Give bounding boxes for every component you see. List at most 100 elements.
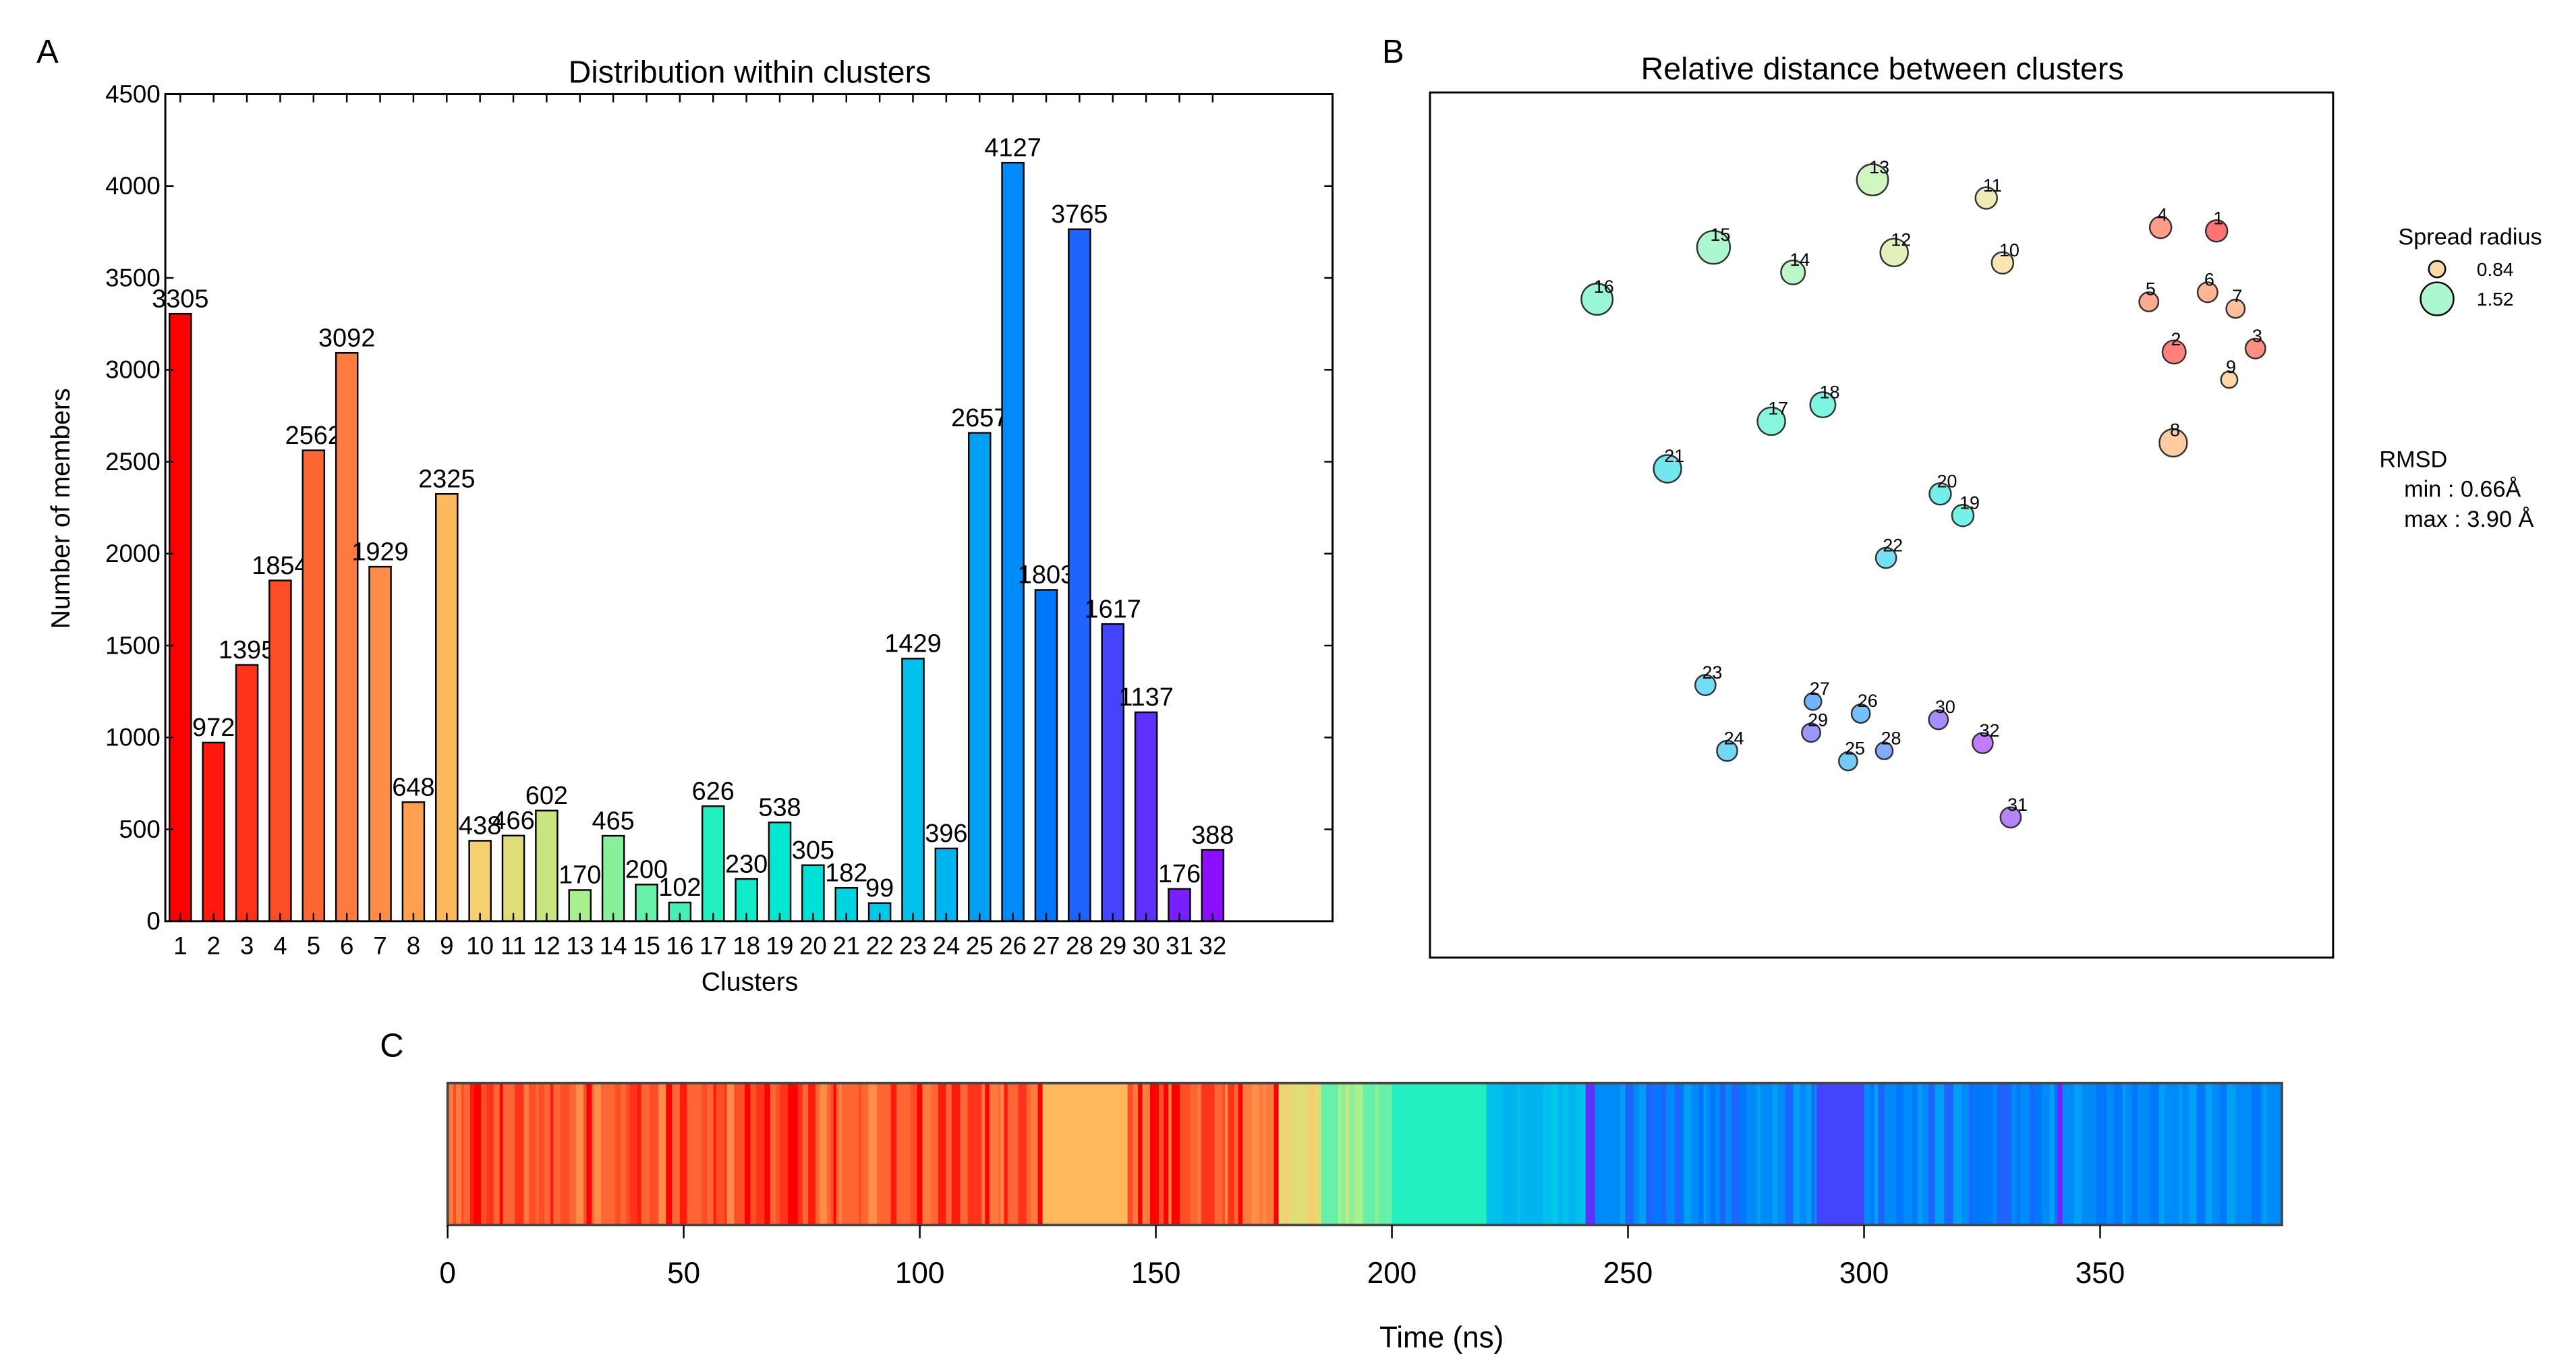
timeline-stripe-cluster-5	[1214, 1083, 1223, 1226]
timeline-stripe-cluster-23	[1517, 1083, 1521, 1226]
timeline-stripe-cluster-27	[1870, 1083, 1875, 1226]
timeline-stripe-cluster-25	[2227, 1083, 2236, 1226]
timeline-stripe-cluster-27	[1698, 1083, 1705, 1226]
timeline-stripe-cluster-9	[1042, 1083, 1128, 1226]
timeline-stripe-cluster-7	[575, 1083, 584, 1226]
timeline-stripe-cluster-23	[1493, 1083, 1501, 1226]
bar-value-label: 1854	[252, 552, 308, 580]
x-tick-label: 26	[999, 932, 1027, 960]
timeline-stripe-cluster-3	[486, 1083, 494, 1226]
x-tick-label: 15	[633, 932, 660, 960]
panel-letter-c: C	[380, 1027, 403, 1064]
timeline-stripe-cluster-6	[447, 1083, 454, 1226]
bar-cluster-10	[468, 840, 492, 923]
cluster-point-label: 23	[1702, 662, 1722, 683]
timeline-stripe-cluster-25	[1874, 1083, 1879, 1226]
timeline-stripe-cluster-11	[1301, 1083, 1308, 1226]
timeline-stripe-cluster-5	[672, 1083, 677, 1226]
cluster-point-2	[2161, 339, 2187, 365]
bar-value-label: 602	[525, 782, 568, 810]
timeline-stripe-cluster-26	[2088, 1083, 2096, 1226]
timeline-stripe-cluster-24	[1520, 1083, 1529, 1226]
timeline-stripe-cluster-4	[1127, 1083, 1134, 1226]
timeline-stripe-cluster-1	[1273, 1083, 1280, 1226]
bar-value-label: 972	[192, 714, 235, 742]
timeline-stripe-cluster-5	[827, 1083, 832, 1226]
x-tick-label: 14	[600, 932, 627, 960]
bar-value-label: 626	[692, 777, 735, 805]
timeline-stripe-cluster-2	[810, 1083, 816, 1226]
timeline-stripe-cluster-1	[474, 1083, 482, 1226]
timeline-stripe-cluster-25	[1806, 1083, 1812, 1226]
timeline-stripe-cluster-4	[858, 1083, 862, 1226]
timeline-stripe-cluster-25	[2189, 1083, 2198, 1226]
rmsd-min: min : 0.66Å	[2404, 476, 2521, 503]
timeline-stripe-cluster-4	[481, 1083, 487, 1226]
cluster-point-label: 14	[1790, 250, 1810, 270]
timeline-stripe-cluster-28	[1646, 1083, 1654, 1226]
cluster-point-5	[2138, 291, 2160, 312]
timeline-stripe-cluster-5	[815, 1083, 820, 1226]
bar-value-label: 1395	[219, 636, 275, 664]
bar-cluster-30	[1134, 711, 1158, 923]
timeline-stripe-cluster-27	[1710, 1083, 1716, 1226]
timeline-stripe-cluster-11	[1315, 1083, 1322, 1226]
timeline-stripe-cluster-28	[1661, 1083, 1667, 1226]
timeline-stripe-cluster-28	[1719, 1083, 1726, 1226]
bar-value-label: 2562	[285, 422, 342, 450]
timeline-stripe-cluster-26	[2266, 1083, 2277, 1226]
timeline-stripe-cluster-22	[1486, 1083, 1489, 1226]
timeline-stripe-cluster-4	[776, 1083, 781, 1226]
timeline-stripe-cluster-4	[1222, 1083, 1226, 1226]
timeline-stripe-cluster-5	[601, 1083, 611, 1226]
cluster-point-label: 31	[2007, 795, 2028, 815]
timeline-stripe-cluster-28	[1731, 1083, 1740, 1226]
bar-series: 3305197221395318544256253092619297648823…	[105, 80, 1333, 960]
timeline-stripe-cluster-2	[550, 1083, 554, 1226]
bar-value-label: 176	[1158, 860, 1201, 888]
x-tick-label: 18	[733, 932, 760, 960]
timeline-stripe-cluster-2	[808, 1083, 811, 1226]
timeline-stripe-cluster-3	[515, 1083, 525, 1226]
bar-cluster-2	[202, 741, 225, 923]
timeline-stripe-cluster-12	[1345, 1083, 1350, 1226]
timeline-stripe-cluster-5	[463, 1083, 471, 1226]
bar-cluster-12	[535, 809, 559, 923]
bar-cluster-7	[368, 565, 392, 923]
timeline-stripe-cluster-23	[1577, 1083, 1581, 1226]
cluster-point-23	[1694, 674, 1717, 696]
timeline-stripe-cluster-26	[1922, 1083, 1929, 1226]
timeline-stripe-cluster-26	[1748, 1083, 1758, 1226]
x-tick-label: 22	[866, 932, 894, 960]
timeline-stripe-cluster-13	[1338, 1083, 1342, 1226]
timeline-stripe-cluster-5	[946, 1083, 952, 1226]
timeline-stripe-cluster-6	[989, 1083, 999, 1226]
cluster-point-27	[1803, 692, 1823, 711]
timeline-stripe-cluster-3	[1018, 1083, 1027, 1226]
timeline-stripe-cluster-1	[1238, 1083, 1243, 1226]
timeline-stripe-cluster-5	[641, 1083, 650, 1226]
cluster-point-label: 9	[2226, 357, 2236, 377]
bar-cluster-29	[1101, 623, 1125, 923]
timeline-stripe-cluster-4	[716, 1083, 726, 1226]
timeline-stripe-cluster-26	[2181, 1083, 2189, 1226]
panel-letter-b: B	[1382, 34, 1404, 70]
x-tick-label: 28	[1066, 932, 1093, 960]
timeline-stripe-cluster-2	[469, 1083, 475, 1226]
timeline-stripe-cluster-30	[1585, 1083, 1596, 1226]
cluster-point-15	[1696, 229, 1731, 265]
timeline-tick-label: 0	[439, 1257, 456, 1290]
bar-chart-xlabel: Clusters	[702, 968, 799, 997]
timeline-stripe-cluster-25	[1935, 1083, 1938, 1226]
cluster-point-1	[2204, 219, 2229, 243]
timeline-stripe-cluster-26	[2235, 1083, 2243, 1226]
bar-cluster-5	[302, 449, 326, 923]
timeline-stripe-cluster-26	[1814, 1083, 1818, 1226]
bar-cluster-28	[1068, 228, 1091, 923]
y-tick-label: 1500	[105, 631, 161, 659]
y-tick-label: 2000	[105, 540, 161, 567]
timeline-stripe-cluster-26	[1706, 1083, 1711, 1226]
timeline-stripe-cluster-3	[724, 1083, 728, 1226]
bar-cluster-24	[934, 847, 958, 923]
